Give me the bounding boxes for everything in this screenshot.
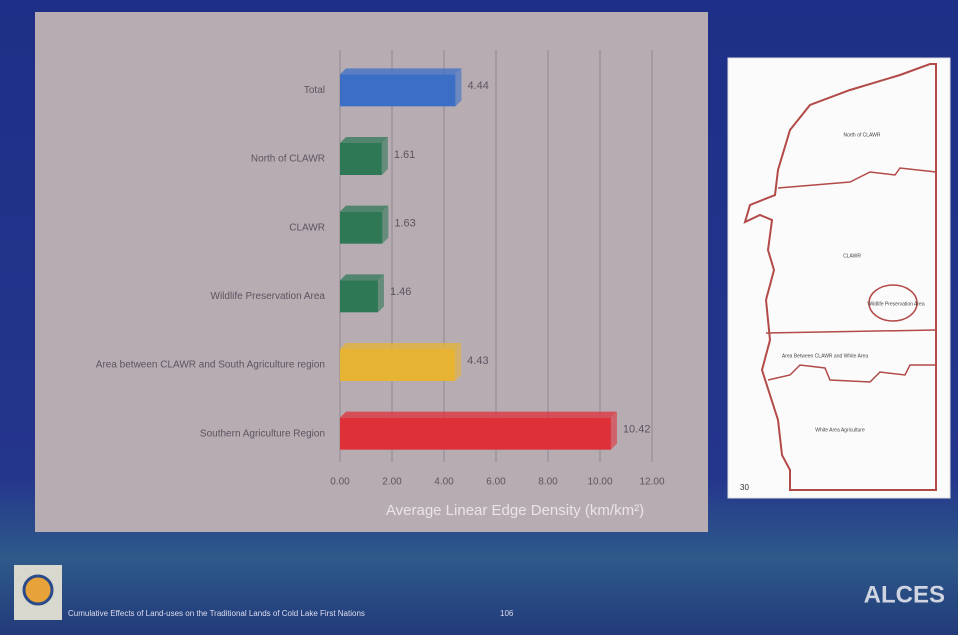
map-label: North of CLAWR xyxy=(843,132,880,138)
y-tick-label: North of CLAWR xyxy=(251,154,325,165)
y-tick-label: Area between CLAWR and South Agriculture… xyxy=(96,360,325,371)
map-area xyxy=(868,284,918,322)
value-label: 4.43 xyxy=(467,355,488,367)
bar-top xyxy=(340,205,389,212)
bar-side xyxy=(381,137,388,175)
map-outline xyxy=(743,63,937,491)
bar-top xyxy=(340,274,384,281)
bar-side xyxy=(377,274,384,313)
value-label: 4.44 xyxy=(467,80,488,92)
x-tick-label: 2.00 xyxy=(382,477,402,488)
bar xyxy=(340,143,382,175)
bar xyxy=(340,417,611,450)
y-tick-label: CLAWR xyxy=(289,222,325,233)
map-boundary xyxy=(767,364,936,383)
x-tick-label: 8.00 xyxy=(538,477,558,488)
x-tick-label: 6.00 xyxy=(486,477,506,488)
map-page: 30 xyxy=(740,483,749,492)
bar-side xyxy=(455,343,462,381)
footer-caption: Cumulative Effects of Land-uses on the T… xyxy=(68,609,365,618)
bar-top xyxy=(340,137,388,143)
map-boundary xyxy=(777,167,937,189)
bar-side xyxy=(382,205,389,244)
map-label: White Area Agriculture xyxy=(815,427,865,433)
bar xyxy=(340,74,456,107)
bar xyxy=(340,349,456,381)
value-label: 1.61 xyxy=(394,149,415,161)
chart: 0.00 2.00 4.00 6.00 8.00 10.00 12.00 Average Li… xyxy=(96,50,665,519)
logo-emblem xyxy=(22,574,54,606)
bar-top xyxy=(340,411,617,418)
bar-side xyxy=(610,411,617,450)
map-boundary xyxy=(765,329,937,334)
value-label: 10.42 xyxy=(623,424,651,436)
value-label: 1.46 xyxy=(390,286,411,298)
y-tick-label: Total xyxy=(304,85,325,96)
x-tick-label: 0.00 xyxy=(330,477,350,488)
y-tick-label: Southern Agriculture Region xyxy=(200,428,325,439)
bar-top xyxy=(340,343,462,349)
bar xyxy=(340,280,378,313)
x-tick-label: 4.00 xyxy=(434,477,454,488)
y-tick-label: Wildlife Preservation Area xyxy=(211,291,326,302)
bar-top xyxy=(340,68,462,75)
x-tick-label: 12.00 xyxy=(639,477,664,488)
value-label: 1.63 xyxy=(394,218,415,230)
map-label: Area Between CLAWR and White Area xyxy=(782,353,868,359)
footer-logo: ALCES xyxy=(864,581,945,608)
map-panel xyxy=(727,57,951,499)
map-labels: North of CLAWR CLAWR Wildlife Preservation… xyxy=(782,132,925,433)
x-axis-label: Average Linear Edge Density (km/km²) xyxy=(386,502,644,519)
map-label: Wildlife Preservation Area xyxy=(867,301,924,307)
x-tick-label: 10.00 xyxy=(587,477,612,488)
footer-page: 106 xyxy=(500,609,514,618)
bar xyxy=(340,211,383,244)
bar-side xyxy=(455,68,462,107)
map-label: CLAWR xyxy=(843,253,861,259)
